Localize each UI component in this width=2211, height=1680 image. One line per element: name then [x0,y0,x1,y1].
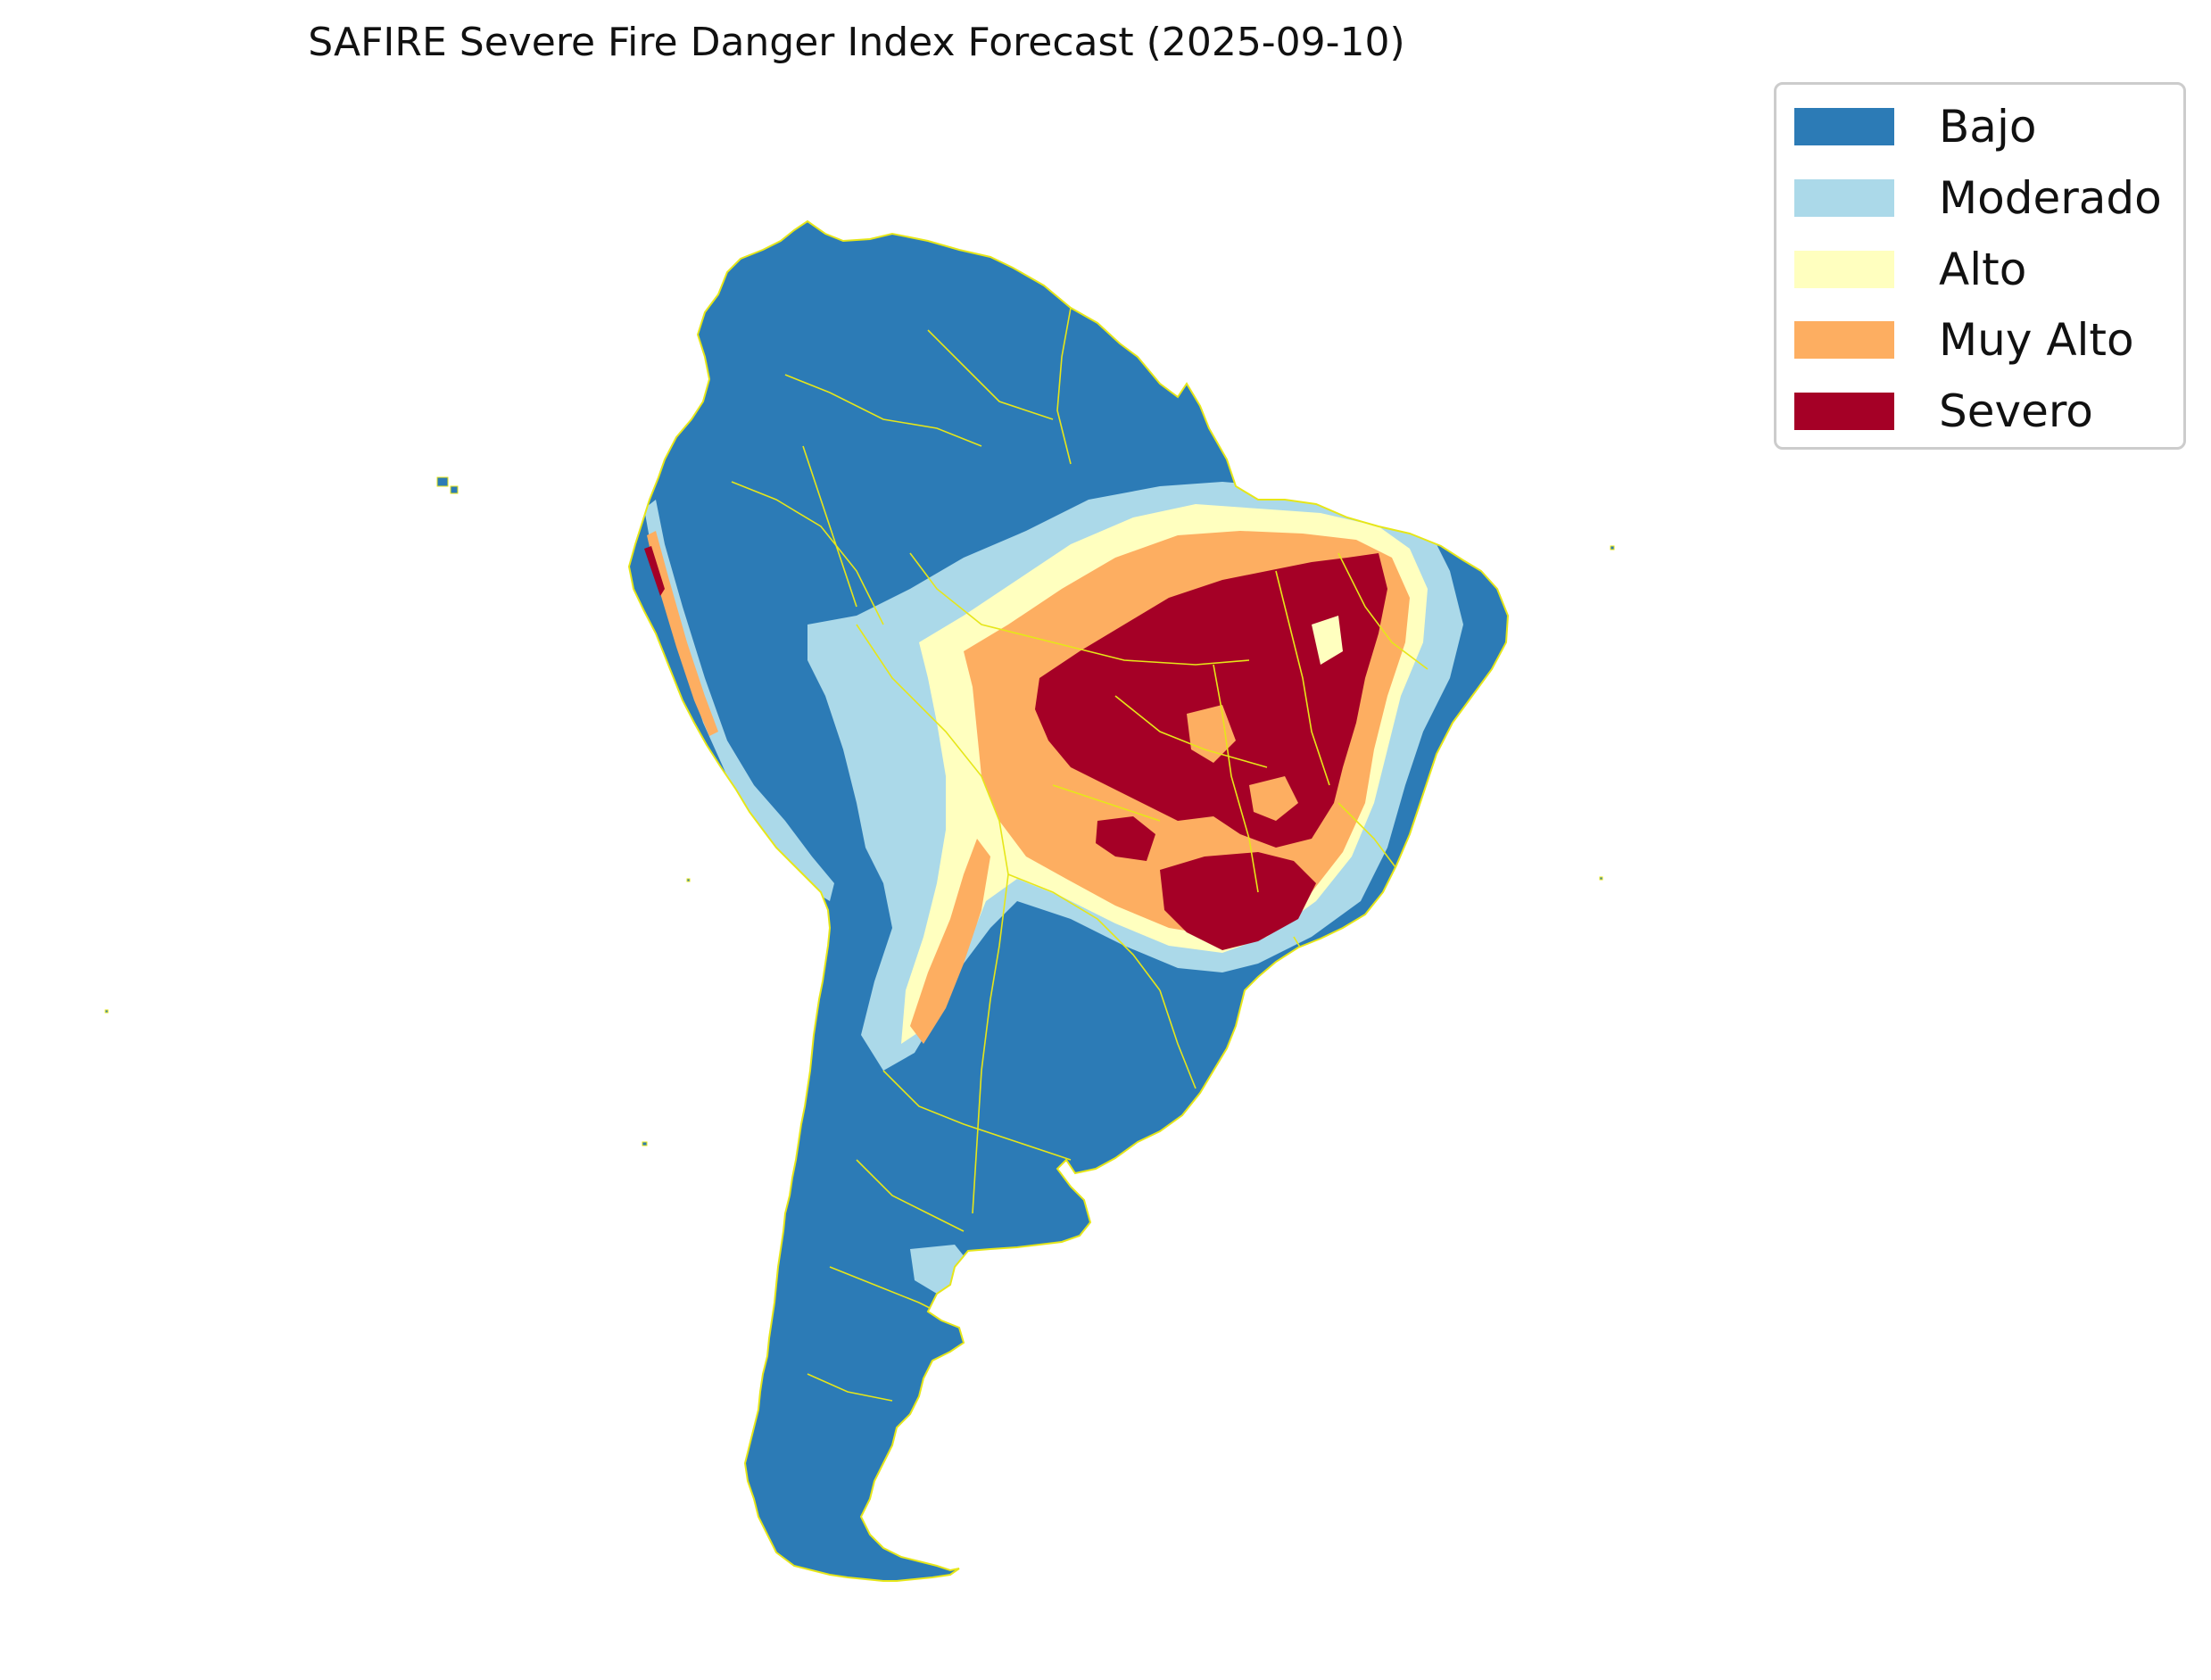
admin-boundary-line [1114,695,1268,768]
legend-label: Bajo [1939,101,2037,153]
admin-boundary-line [1337,552,1428,670]
legend-swatch [1794,179,1894,217]
coastline [627,219,1510,1582]
map-title: SAFIRE Severe Fire Danger Index Forecast… [308,20,1405,65]
admin-boundary-line [927,329,1054,420]
island-marker [104,1009,109,1014]
admin-boundary-line [1275,570,1330,786]
legend-label: Severo [1939,385,2093,437]
admin-boundary-line [1056,307,1072,465]
admin-boundary-line [802,445,857,608]
legend: Bajo Moderado Alto Muy Alto Severo [1774,82,2186,450]
small-islands [104,476,1615,1146]
admin-boundary-line [784,374,982,447]
admin-boundary-line [731,481,884,625]
legend-swatch [1794,321,1894,359]
island-marker [1599,876,1603,881]
legend-item: Muy Alto [1794,309,2134,371]
admin-boundary-line [909,552,1250,666]
admin-boundary-line [972,873,1009,1214]
muy-alto-andes [910,839,990,1044]
admin-boundary-line [1007,873,1161,991]
legend-label: Alto [1939,244,2027,295]
legend-label: Moderado [1939,172,2162,224]
severo-core [1035,553,1387,848]
admin-boundary-line [1159,989,1197,1089]
alto-patch [1312,616,1343,665]
coastal-severo [644,546,665,596]
admin-boundary-line [882,1070,1072,1161]
legend-swatch [1794,251,1894,288]
island-marker [436,476,449,487]
admin-boundary-line [807,1373,893,1402]
island-marker [686,878,691,882]
island-marker [1610,545,1615,550]
legend-swatch [1794,108,1894,145]
admin-boundary-line [856,624,1009,875]
legend-item: Bajo [1794,95,2036,158]
legend-item: Moderado [1794,167,2162,229]
legend-swatch [1794,393,1894,430]
island-marker [642,1141,648,1146]
admin-boundaries [731,307,1428,1402]
admin-boundary-line [1052,784,1161,822]
severo-south [1160,852,1316,950]
admin-boundary-line [1213,664,1259,893]
legend-item: Severo [1794,380,2093,443]
admin-boundary-line [1337,802,1402,875]
legend-item: Alto [1794,238,2026,301]
muy-alto-patch [1249,776,1298,821]
admin-boundary-line [856,1159,965,1232]
danger-zones [644,482,1463,1294]
severo-patch [1096,816,1155,861]
coastal-moderado [644,500,834,901]
island-marker [450,485,459,494]
legend-label: Muy Alto [1939,314,2134,366]
coastal-muy-alto [647,531,718,736]
